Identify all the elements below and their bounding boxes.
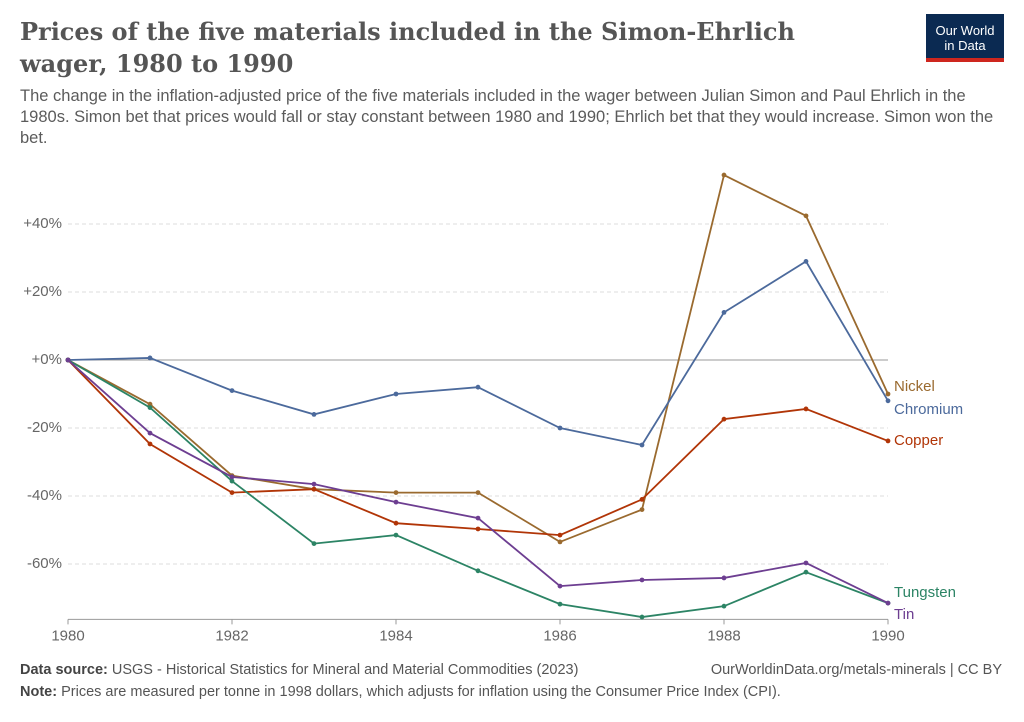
source: Data source: USGS - Historical Statistic… [20, 662, 578, 678]
point [721, 603, 727, 609]
point [393, 499, 399, 505]
point [229, 474, 235, 480]
point [639, 507, 645, 512]
y-tick-label: -40% [27, 487, 62, 504]
point [147, 401, 153, 407]
point [557, 425, 563, 431]
point [885, 600, 891, 606]
source-text: USGS - Historical Statistics for Mineral… [111, 662, 579, 678]
point [639, 497, 645, 502]
point [639, 614, 645, 620]
point [311, 412, 317, 417]
series-line [67, 359, 889, 604]
point [475, 526, 481, 532]
point [557, 532, 563, 538]
series-line [67, 260, 889, 447]
point [475, 384, 481, 390]
logo-line: in Data [944, 38, 986, 53]
point [803, 259, 809, 264]
point [557, 601, 563, 607]
subtitle: The change in the inflation-adjusted pri… [20, 87, 994, 147]
series-label: Chromium [894, 401, 963, 418]
point [721, 310, 727, 315]
point [393, 520, 399, 526]
series-line [67, 359, 889, 618]
series-label: Tungsten [894, 584, 956, 601]
x-tick-label: 1986 [543, 627, 576, 644]
point [229, 478, 235, 484]
title: Prices of the five materials included in… [20, 17, 795, 78]
note: Note: Prices are measured per tonne in 1… [20, 684, 781, 700]
y-tick-label: +40% [23, 215, 62, 232]
y-tick-label: -20% [27, 419, 62, 436]
point [147, 355, 153, 361]
series-label: Copper [894, 432, 943, 449]
url[interactable]: OurWorldinData.org/metals-minerals | CC … [710, 662, 1002, 678]
point [147, 405, 153, 410]
point [311, 481, 317, 487]
x-tick-label: 1982 [215, 627, 248, 644]
point [721, 416, 727, 422]
logo[interactable]: Our World in Data [926, 14, 1004, 62]
point [803, 560, 809, 566]
y-tick-label: -60% [27, 555, 62, 572]
point [65, 357, 71, 363]
x-tick-label: 1980 [51, 627, 84, 644]
point [475, 515, 481, 521]
point [721, 575, 727, 581]
point [311, 486, 317, 492]
x-tick-label: 1990 [871, 627, 904, 644]
series-label: Nickel [894, 378, 935, 395]
y-tick-label: +20% [23, 283, 62, 300]
point [557, 583, 563, 589]
point [803, 569, 809, 575]
series-line [67, 173, 889, 543]
note-text: Prices are measured per tonne in 1998 do… [61, 684, 781, 700]
point [557, 539, 563, 545]
point [885, 391, 891, 397]
chart: +40% +20% +0% -20% -40% -60% 1980 1982 1984 1986 1… [23, 172, 963, 644]
point [885, 398, 891, 404]
source-label: Data source: [20, 662, 108, 678]
point [639, 442, 645, 448]
series-label: Tin [894, 606, 914, 623]
point [311, 541, 317, 546]
point [803, 213, 809, 219]
point [475, 490, 481, 495]
point [393, 490, 399, 495]
note-label: Note: [20, 684, 58, 700]
point [229, 388, 235, 393]
point [803, 406, 809, 412]
point [639, 577, 645, 583]
x-tick-label: 1988 [707, 627, 740, 644]
logo-line: Our World [935, 23, 995, 38]
point [475, 568, 481, 574]
point [721, 172, 727, 178]
point [393, 532, 399, 538]
x-tick-label: 1984 [379, 627, 412, 644]
point [147, 430, 153, 436]
point [229, 490, 235, 495]
point [885, 438, 891, 444]
y-tick-label: +0% [32, 351, 62, 368]
point [147, 441, 153, 447]
point [393, 391, 399, 397]
